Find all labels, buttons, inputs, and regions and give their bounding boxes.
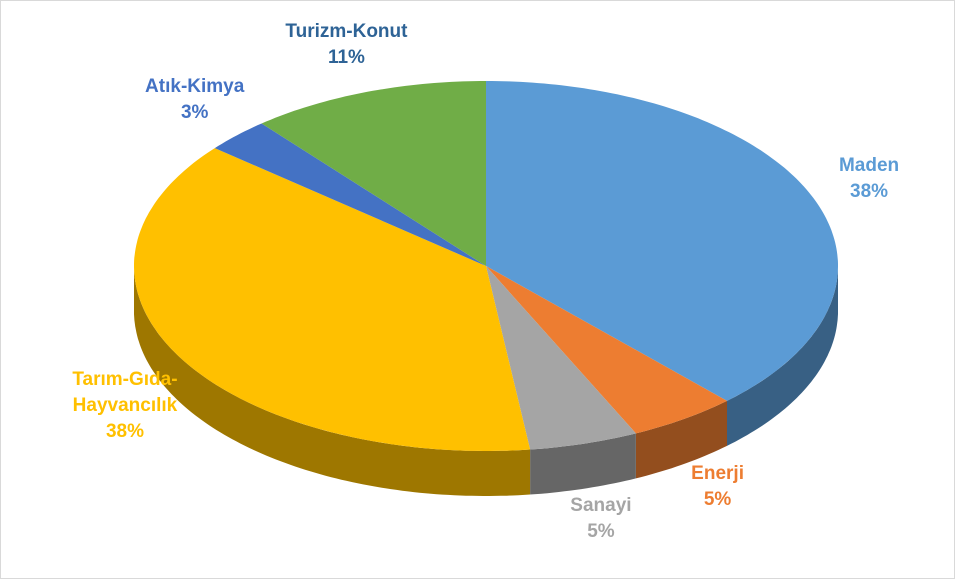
slice-side [635, 400, 727, 479]
slice [214, 123, 487, 266]
data-label: Sanayi 5% [570, 493, 631, 545]
slice [261, 81, 486, 266]
category-label: Tarım-Gıda-Hayvancılık [72, 369, 178, 417]
category-label: Sanayi [570, 494, 632, 516]
data-label: Maden 38% [839, 153, 899, 205]
category-label: Enerji [691, 463, 744, 485]
slice-side [134, 266, 531, 496]
slice [134, 148, 531, 451]
slice [486, 266, 727, 434]
value-label: 11% [327, 46, 365, 68]
data-label: Enerji 5% [691, 461, 744, 513]
slice [486, 266, 636, 450]
data-label: Atık-Kimya 3% [145, 74, 244, 126]
value-label: 3% [180, 101, 209, 123]
value-label: 38% [105, 421, 144, 443]
value-label: 38% [850, 181, 889, 203]
slice-side [530, 433, 636, 495]
value-label: 5% [587, 520, 615, 542]
slice [486, 81, 838, 401]
data-label: Tarım-Gıda-Hayvancılık 38% [55, 367, 195, 445]
category-label: Atık-Kimya [145, 75, 245, 97]
category-label: Turizm-Konut [285, 20, 408, 42]
category-label: Maden [838, 155, 900, 177]
slice-side [727, 266, 838, 446]
value-label: 5% [703, 489, 732, 511]
data-label: Turizm-Konut 11% [285, 19, 407, 71]
